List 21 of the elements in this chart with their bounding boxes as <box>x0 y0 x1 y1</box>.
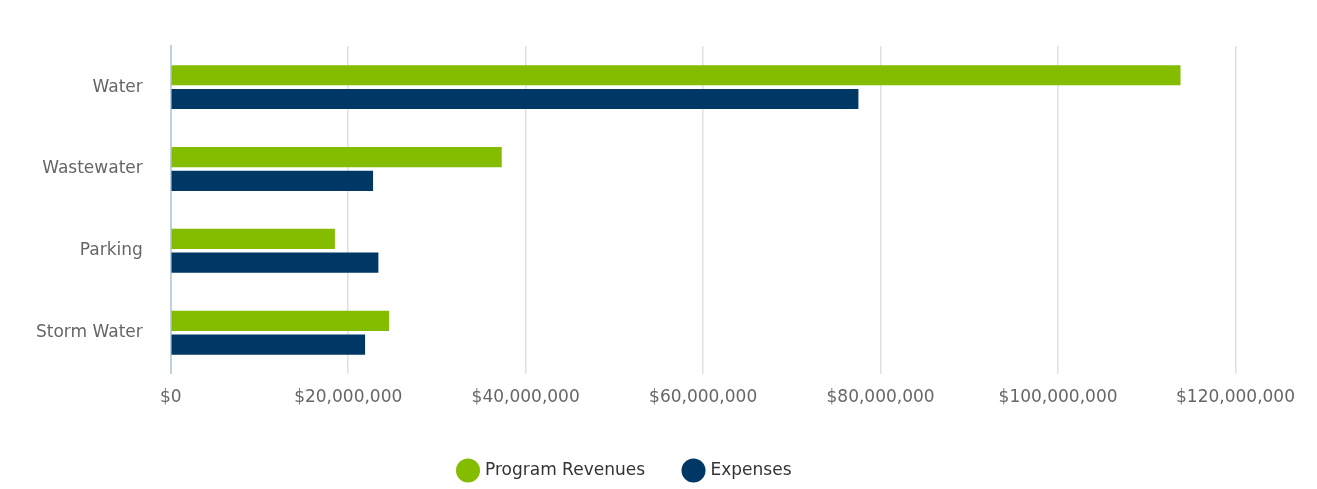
bar <box>171 252 379 273</box>
x-tick-label: $20,000,000 <box>294 386 403 407</box>
bar <box>171 88 859 110</box>
x-tick-label: $100,000,000 <box>998 386 1118 407</box>
y-tick-label: Parking <box>79 239 143 260</box>
bar <box>171 334 366 355</box>
x-tick-label: $120,000,000 <box>1176 386 1295 407</box>
legend-label: Expenses <box>710 458 792 479</box>
y-tick-label: Wastewater <box>42 157 143 178</box>
x-tick-label: $40,000,000 <box>471 386 580 407</box>
bar <box>171 228 335 250</box>
legend-label: Program Revenues <box>484 458 646 479</box>
bar <box>171 170 374 191</box>
x-tick-label: $60,000,000 <box>649 386 758 407</box>
bar <box>171 310 390 331</box>
y-tick-label: Storm Water <box>36 321 143 342</box>
y-tick-label: Water <box>92 75 143 96</box>
bar <box>171 65 1181 86</box>
x-tick-label: $0 <box>159 386 182 407</box>
x-tick-label: $80,000,000 <box>826 386 935 407</box>
bar <box>171 147 502 168</box>
